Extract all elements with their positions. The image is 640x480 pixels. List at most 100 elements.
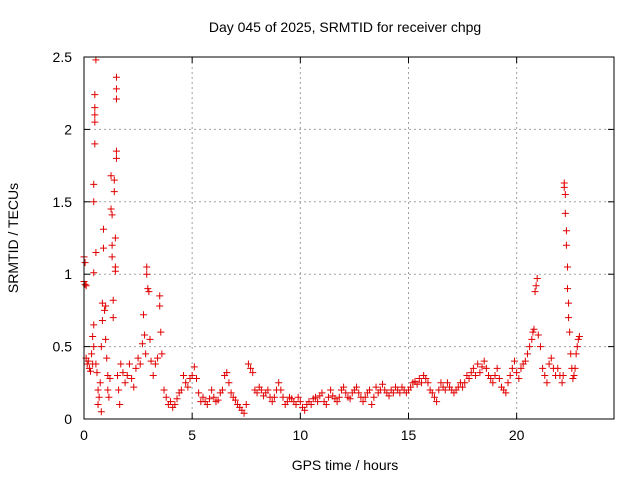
data-point xyxy=(94,386,102,394)
data-point xyxy=(86,367,94,375)
data-point xyxy=(415,374,423,382)
data-point xyxy=(566,328,574,336)
data-point xyxy=(368,401,376,409)
data-point xyxy=(203,401,211,409)
data-point xyxy=(510,357,518,365)
data-point xyxy=(504,379,512,387)
data-point xyxy=(515,374,523,382)
data-point xyxy=(407,383,415,391)
data-point xyxy=(96,379,104,387)
data-point xyxy=(105,393,113,401)
data-point xyxy=(142,350,150,358)
data-point xyxy=(389,389,397,397)
data-point xyxy=(192,374,200,382)
data-point xyxy=(417,379,425,387)
data-point xyxy=(333,398,341,406)
data-point xyxy=(91,91,99,99)
data-point xyxy=(268,398,276,406)
data-point xyxy=(110,188,118,196)
data-point xyxy=(90,198,98,206)
data-point xyxy=(81,259,89,267)
data-point xyxy=(99,244,107,252)
data-point xyxy=(536,343,544,351)
data-point xyxy=(322,401,330,409)
data-point xyxy=(521,357,529,365)
data-point xyxy=(91,118,99,126)
data-points xyxy=(80,56,583,417)
data-point xyxy=(112,85,120,93)
data-point xyxy=(117,360,125,368)
data-point xyxy=(91,104,99,112)
data-point xyxy=(109,314,117,322)
data-point xyxy=(571,364,579,372)
data-point xyxy=(114,372,122,380)
data-point xyxy=(513,369,521,377)
data-point xyxy=(482,364,490,372)
data-point xyxy=(275,379,283,387)
data-point xyxy=(188,372,196,380)
data-point xyxy=(173,395,181,403)
data-point xyxy=(346,395,354,403)
data-point xyxy=(563,285,571,293)
data-point xyxy=(227,389,235,397)
data-point xyxy=(342,389,350,397)
data-point xyxy=(247,364,255,372)
data-point xyxy=(112,73,120,81)
data-point xyxy=(575,332,583,340)
data-point xyxy=(242,401,250,409)
axis-ticks xyxy=(83,56,614,420)
data-point xyxy=(121,379,129,387)
data-point xyxy=(558,379,566,387)
data-point xyxy=(146,335,154,343)
data-point xyxy=(119,369,127,377)
data-point xyxy=(125,360,133,368)
data-point xyxy=(90,180,98,188)
data-point xyxy=(214,396,222,404)
data-point xyxy=(90,343,98,351)
data-point xyxy=(190,363,198,371)
data-point xyxy=(138,340,146,348)
data-point xyxy=(253,389,261,397)
data-point xyxy=(88,350,96,358)
data-point xyxy=(92,360,100,368)
data-point xyxy=(184,383,192,391)
data-point xyxy=(562,227,570,235)
data-point xyxy=(441,386,449,394)
data-point xyxy=(108,241,116,249)
data-point xyxy=(355,389,363,397)
data-point xyxy=(84,357,92,365)
data-point xyxy=(541,372,549,380)
data-point xyxy=(545,360,553,368)
data-point xyxy=(141,331,149,339)
data-point xyxy=(283,398,291,406)
data-point xyxy=(301,406,309,414)
data-point xyxy=(491,372,499,380)
data-point xyxy=(94,401,102,409)
data-point xyxy=(493,364,501,372)
data-point xyxy=(529,328,537,336)
data-point xyxy=(102,302,110,310)
data-point xyxy=(182,379,190,387)
data-point xyxy=(292,401,300,409)
data-point xyxy=(143,270,151,278)
data-point xyxy=(116,401,124,409)
data-point xyxy=(98,299,106,307)
plot-frame xyxy=(83,56,615,420)
data-point xyxy=(534,331,542,339)
data-point xyxy=(307,401,315,409)
data-point xyxy=(97,408,105,416)
data-point xyxy=(570,372,578,380)
data-point xyxy=(108,211,116,219)
data-point xyxy=(156,302,164,310)
data-point xyxy=(107,172,115,180)
x-tick-label: 0 xyxy=(80,427,88,443)
data-point xyxy=(157,328,165,336)
data-point xyxy=(478,363,486,371)
data-point xyxy=(528,335,536,343)
data-point xyxy=(244,360,252,368)
data-point xyxy=(147,357,155,365)
y-axis-label: SRMTID / TECUs xyxy=(5,183,21,293)
data-point xyxy=(279,393,287,401)
data-point xyxy=(264,386,272,394)
